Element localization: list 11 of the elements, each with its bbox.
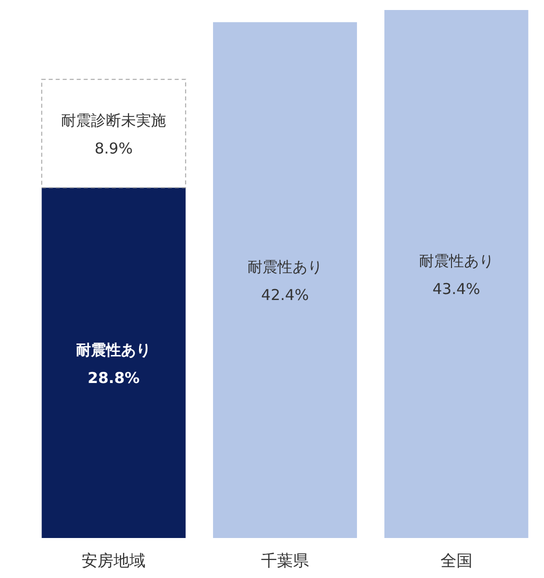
- data-label: 8.9%: [94, 139, 133, 158]
- text: 耐震性あり: [76, 340, 152, 359]
- series-label: 耐震診断未実施: [61, 111, 166, 130]
- data-label: 28.8%: [88, 368, 140, 387]
- data-label: 43.4%: [432, 280, 480, 298]
- series-label: 耐震性あり: [248, 258, 322, 276]
- x-tick-label: 全国: [440, 551, 472, 570]
- text: 耐震性あり: [418, 252, 494, 270]
- x-tick-label: 千葉県: [261, 551, 309, 570]
- x-tick-label: 安房地域: [82, 551, 146, 570]
- data-label: 42.4%: [261, 286, 309, 304]
